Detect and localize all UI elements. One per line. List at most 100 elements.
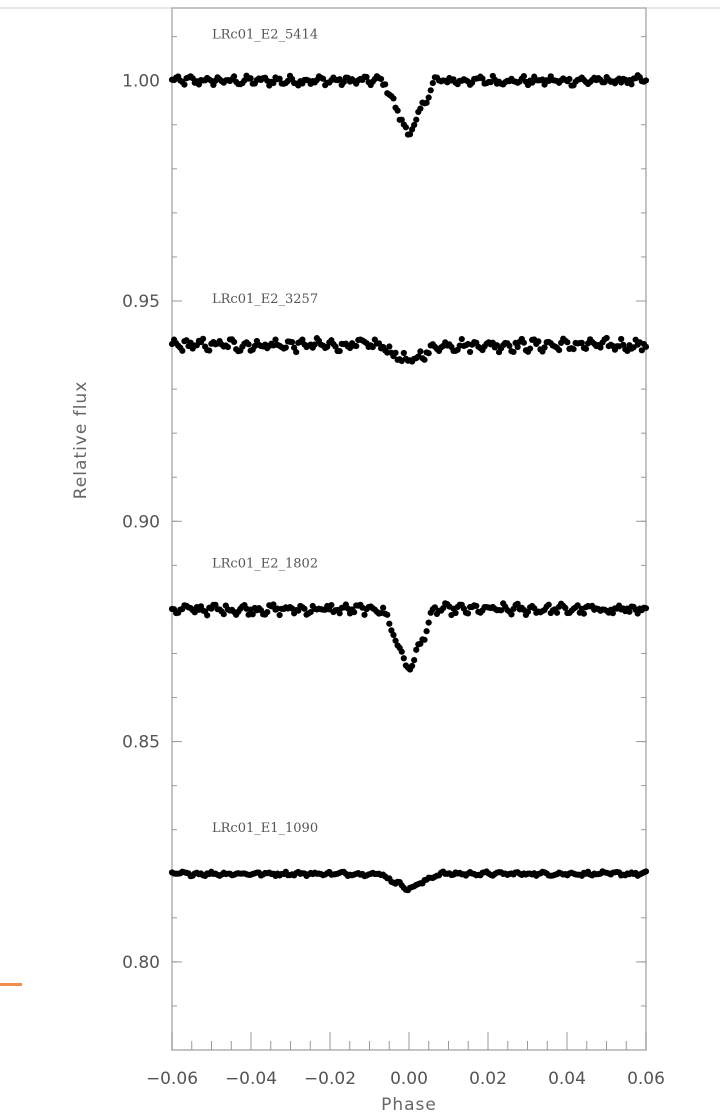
series-label: LRc01_E2_5414 xyxy=(212,28,318,43)
data-point xyxy=(384,611,391,618)
data-point xyxy=(390,95,397,102)
data-point xyxy=(398,648,405,655)
data-point xyxy=(402,124,409,131)
data-point xyxy=(566,75,573,83)
data-point xyxy=(382,81,389,88)
data-point xyxy=(562,604,569,612)
x-tick-label: 0.00 xyxy=(390,1069,428,1089)
y-axis-title: Relative flux xyxy=(71,381,91,500)
data-point xyxy=(642,77,650,84)
y-tick-label: 0.95 xyxy=(122,292,160,312)
data-point xyxy=(520,339,527,346)
data-point xyxy=(535,338,542,345)
x-tick-label: −0.02 xyxy=(304,1069,356,1089)
data-point xyxy=(311,341,318,348)
data-point xyxy=(427,87,434,94)
plot-frame xyxy=(171,7,647,1051)
data-point xyxy=(421,356,428,363)
data-point xyxy=(392,637,399,644)
data-point xyxy=(466,348,474,356)
data-point xyxy=(642,343,650,350)
data-point xyxy=(336,610,343,617)
data-point xyxy=(473,602,480,610)
data-point xyxy=(618,335,625,343)
data-point xyxy=(386,620,393,627)
data-point xyxy=(514,600,521,607)
data-point xyxy=(564,339,571,346)
data-point xyxy=(626,608,633,615)
data-point xyxy=(458,335,465,343)
data-point xyxy=(634,610,641,617)
data-point xyxy=(276,75,283,82)
data-point xyxy=(603,334,610,342)
data-point xyxy=(375,340,383,347)
data-point xyxy=(406,131,414,138)
data-point xyxy=(498,607,505,614)
data-point xyxy=(288,338,296,346)
data-point xyxy=(574,602,581,609)
data-point xyxy=(582,345,590,352)
data-point xyxy=(301,605,308,612)
data-point xyxy=(520,72,527,80)
data-point xyxy=(328,601,335,609)
data-point xyxy=(541,344,548,351)
data-point xyxy=(249,611,256,618)
data-point xyxy=(293,348,300,356)
data-point xyxy=(351,609,358,616)
data-point xyxy=(597,344,604,351)
data-point xyxy=(479,75,486,82)
data-point xyxy=(206,347,213,354)
data-point xyxy=(224,343,231,351)
data-point xyxy=(276,611,283,619)
data-point xyxy=(578,339,585,346)
data-point xyxy=(514,343,521,351)
data-point xyxy=(299,336,306,343)
y-tick-label: 0.90 xyxy=(122,512,160,532)
data-point xyxy=(411,657,418,664)
x-tick-label: −0.04 xyxy=(225,1069,277,1089)
data-point xyxy=(580,610,588,617)
data-point xyxy=(245,341,252,348)
data-point xyxy=(628,81,635,88)
x-axis: −0.06 −0.04 −0.02 0.00 0.02 0.04 0.06 xyxy=(146,1032,665,1089)
data-point xyxy=(336,347,343,355)
data-point xyxy=(510,348,517,356)
x-tick-label: 0.04 xyxy=(548,1069,586,1089)
data-point xyxy=(506,342,513,349)
data-point xyxy=(429,79,436,87)
data-point xyxy=(423,628,430,635)
data-point xyxy=(230,338,238,346)
x-tick-label: 0.06 xyxy=(627,1069,665,1089)
y-tick-label: 1.00 xyxy=(122,72,160,92)
data-point xyxy=(320,75,327,82)
data-point xyxy=(392,349,399,356)
data-point xyxy=(417,105,424,112)
data-point xyxy=(390,631,397,639)
series-labels: LRc01_E2_5414 LRc01_E2_3257 LRc01_E2_1802 L… xyxy=(212,28,318,836)
data-point xyxy=(386,343,393,350)
y-axis: 0.80 0.85 0.90 0.95 1.00 xyxy=(122,36,646,1007)
data-point xyxy=(272,336,279,343)
data-point xyxy=(545,601,552,608)
data-point xyxy=(440,605,447,612)
data-point xyxy=(526,345,534,352)
data-point xyxy=(638,347,645,354)
data-point xyxy=(464,610,472,617)
data-point xyxy=(377,75,385,83)
data-point xyxy=(555,346,563,354)
data-point xyxy=(220,611,227,618)
data-point xyxy=(264,608,271,616)
series-label: LRc01_E2_3257 xyxy=(212,292,318,307)
data-point xyxy=(295,607,302,614)
data-point xyxy=(270,601,277,608)
data-point xyxy=(199,335,207,342)
data-point xyxy=(369,344,376,351)
data-point xyxy=(570,345,577,353)
data-point xyxy=(431,604,438,611)
data-point xyxy=(409,662,416,670)
data-point xyxy=(642,868,650,875)
data-point xyxy=(417,348,424,355)
data-point xyxy=(421,636,428,643)
data-point xyxy=(411,121,418,129)
